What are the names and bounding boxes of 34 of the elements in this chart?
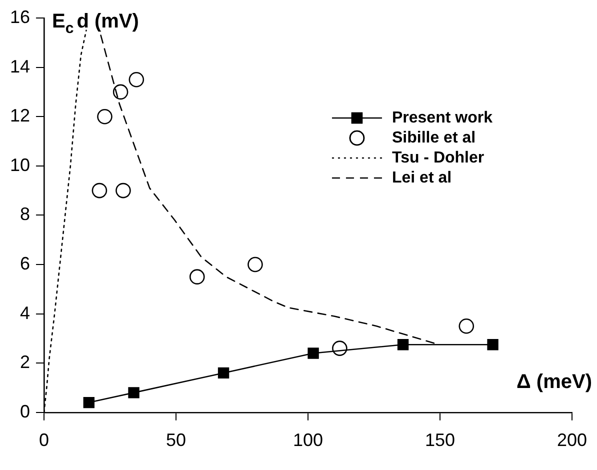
point	[218, 367, 230, 379]
point	[458, 318, 474, 334]
point	[128, 387, 140, 398]
point	[332, 340, 348, 356]
point	[92, 182, 108, 198]
point	[116, 182, 131, 198]
x-tick-label: 50	[166, 430, 186, 450]
point	[397, 339, 409, 350]
point	[97, 108, 112, 124]
point	[487, 339, 498, 350]
y-tick-label: 14	[10, 56, 30, 76]
point	[128, 72, 144, 88]
x-tick-label: 150	[424, 430, 456, 450]
y-tick-label: 2	[20, 352, 30, 372]
point	[83, 396, 94, 408]
y-tick-label: 8	[20, 204, 30, 224]
y-tick-label: 16	[10, 6, 30, 27]
y-tick-label: 12	[10, 106, 30, 126]
legend-label: Lei et al	[392, 169, 452, 186]
legend-label: Tsu - Dohler	[392, 149, 484, 166]
legend-label: Present work	[392, 109, 493, 126]
point	[112, 84, 128, 100]
x-tick-label: 0	[39, 430, 50, 450]
legend-label: Sibille et al	[392, 129, 476, 146]
point	[189, 269, 205, 284]
x-tick-label: 100	[292, 430, 324, 450]
y-tick-label: 10	[10, 154, 30, 175]
point	[308, 348, 319, 359]
y-tick-label: 4	[20, 302, 30, 323]
y-tick-label: 6	[20, 253, 30, 274]
y-tick-label: 0	[20, 401, 30, 422]
point	[248, 256, 263, 272]
x-tick-label: 200	[556, 430, 588, 450]
x-axis-title: Δ (meV)	[516, 370, 592, 393]
